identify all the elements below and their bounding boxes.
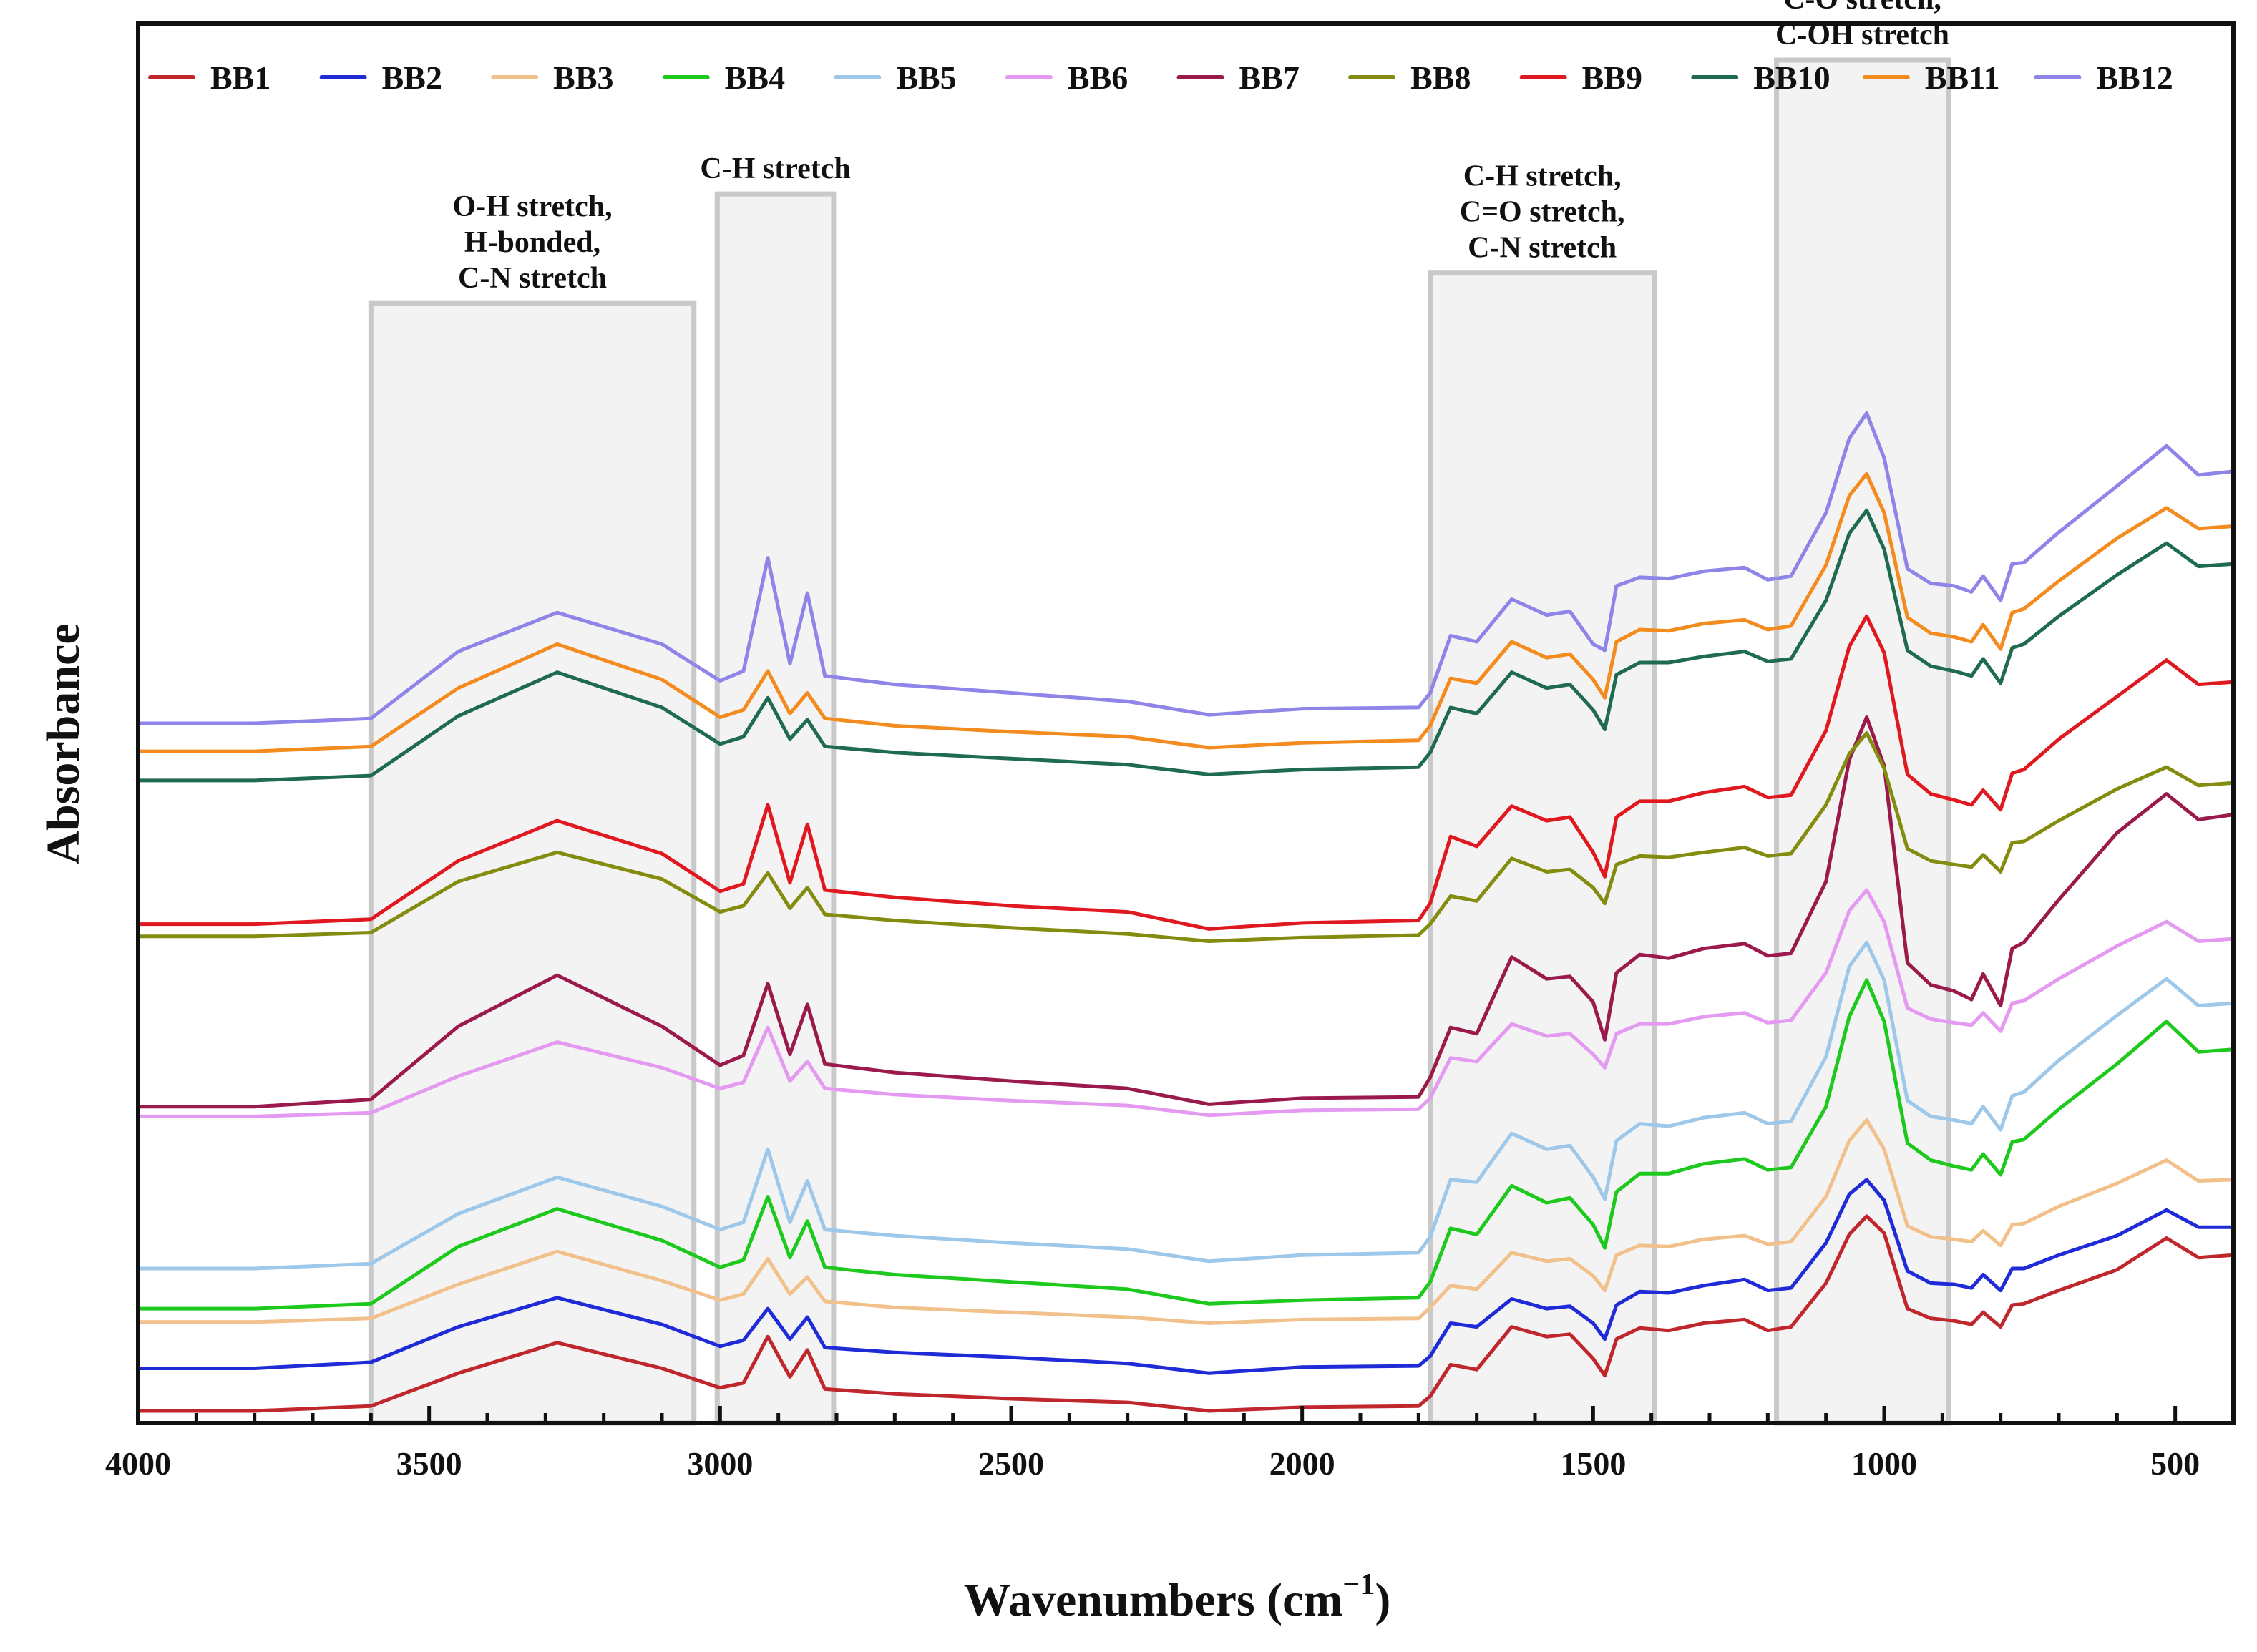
legend-label-bb5: BB5 [896,59,956,96]
x-tick-label: 4000 [105,1445,171,1482]
series-bb3-line [136,1118,2236,1325]
legend-label-bb6: BB6 [1068,59,1128,96]
series-bb2-line [136,1178,2236,1375]
band-co-label: C-O stretch, [1783,0,1941,16]
series-bb12-line [136,411,2236,725]
x-tick-label: 500 [2150,1445,2200,1482]
band-oh-region [368,300,697,1426]
series-bb9-line [136,614,2236,931]
y-axis-title: Absorbance [37,623,89,864]
x-tick-label: 1000 [1851,1445,1917,1482]
legend-label-bb10: BB10 [1753,59,1830,96]
legend-label-bb4: BB4 [725,59,785,96]
band-oh-label: O-H stretch, [452,190,612,223]
band-ch-co-cn-label: C-H stretch, [1463,160,1622,193]
band-ch-co-cn-label: C=O stretch, [1460,196,1625,229]
x-axis-title-close: ) [1375,1574,1390,1626]
series-bb8-line [136,731,2236,943]
band-ch-region [714,191,837,1426]
legend-label-bb3: BB3 [553,59,613,96]
x-tick-label: 3000 [687,1445,753,1482]
x-axis-ticks: 4000 3500 3000 2500 2000 1500 1000 500 [105,1406,2236,1482]
band-ch-co-cn-label: C-N stretch [1468,232,1617,265]
series-bb1-line [136,1214,2236,1413]
x-tick-label: 3500 [396,1445,462,1482]
x-tick-label: 1500 [1560,1445,1626,1482]
x-axis-title: Wavenumbers (cm−1) [964,1568,1391,1626]
series-lines [136,411,2236,1413]
band-co-region [1774,57,1951,1426]
series-bb4-line [136,978,2236,1311]
series-bb10-line [136,508,2236,783]
legend-label-bb12: BB12 [2096,59,2173,96]
legend-label-bb9: BB9 [1582,59,1642,96]
band-oh-label: C-N stretch [458,262,607,295]
legend-label-bb11: BB11 [1925,59,2000,96]
band-ch-co-cn-region [1428,270,1657,1426]
series-bb5-line [136,940,2236,1271]
legend-label-bb2: BB2 [382,59,442,96]
series-bb11-line [136,471,2236,753]
x-axis-title-superscript: −1 [1342,1568,1375,1601]
band-ch-label: C-H stretch [700,152,850,185]
series-bb6-line [136,888,2236,1118]
legend: BB1 BB2 BB3 BB4 BB5 BB6 BB7 BB8 BB9 BB10 BB11 BB12 [148,59,2173,96]
legend-label-bb8: BB8 [1410,59,1471,96]
series-bb7-line [136,715,2236,1109]
x-tick-label: 2000 [1269,1445,1335,1482]
legend-label-bb1: BB1 [210,59,270,96]
x-tick-label: 2500 [978,1445,1044,1482]
band-oh-label: H-bonded, [464,226,600,259]
legend-label-bb7: BB7 [1239,59,1300,96]
